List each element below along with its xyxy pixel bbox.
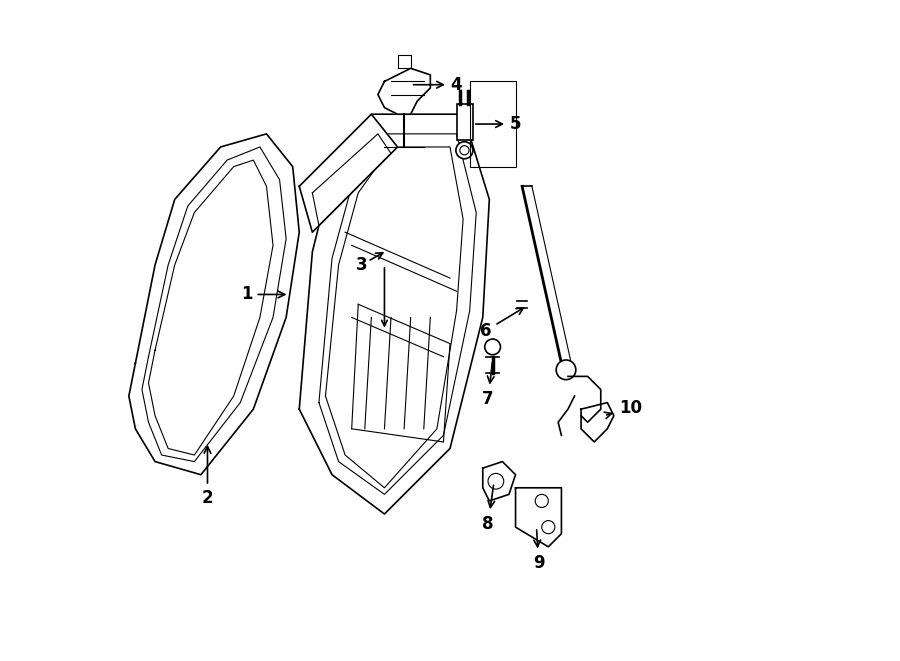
Circle shape	[460, 145, 469, 155]
Polygon shape	[482, 461, 516, 501]
Polygon shape	[299, 114, 398, 232]
Polygon shape	[129, 134, 299, 475]
Text: 10: 10	[604, 399, 642, 418]
Polygon shape	[581, 403, 614, 442]
Polygon shape	[299, 114, 490, 514]
Text: 7: 7	[482, 363, 494, 408]
Circle shape	[542, 521, 555, 533]
Text: 8: 8	[482, 485, 495, 533]
Text: 1: 1	[241, 286, 284, 303]
Circle shape	[536, 494, 548, 508]
Text: 2: 2	[202, 447, 213, 506]
Text: 4: 4	[413, 76, 463, 94]
Circle shape	[485, 339, 500, 355]
Polygon shape	[516, 488, 562, 547]
Text: 9: 9	[533, 530, 544, 572]
Text: 5: 5	[476, 115, 521, 133]
Circle shape	[556, 360, 576, 379]
FancyBboxPatch shape	[456, 104, 472, 140]
Text: 3: 3	[356, 253, 382, 274]
Text: 6: 6	[481, 308, 524, 340]
Circle shape	[488, 473, 504, 489]
Circle shape	[456, 141, 472, 159]
Polygon shape	[378, 68, 430, 114]
